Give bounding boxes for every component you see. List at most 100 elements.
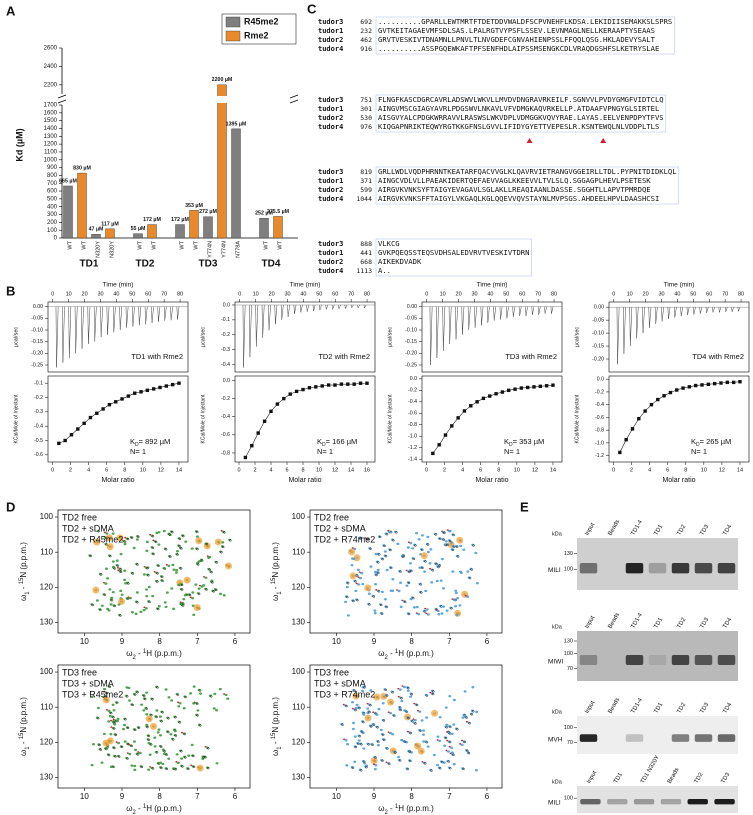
nmr-peak xyxy=(152,539,155,542)
nmr-peak xyxy=(196,702,199,705)
injection-peak xyxy=(506,306,509,319)
nmr-peak xyxy=(398,759,402,762)
nmr-peak xyxy=(419,583,423,586)
nmr-peak xyxy=(110,726,113,728)
nmr-peak xyxy=(204,576,208,579)
nmr-peak xyxy=(176,693,180,696)
blot-band xyxy=(717,562,736,574)
y-axis-label: ω1 - 15N (p.p.m.) xyxy=(19,542,31,601)
x-axis-label: Time (min) xyxy=(103,282,134,289)
data-point xyxy=(731,380,736,385)
x-tick-label: 8 xyxy=(157,792,162,801)
nmr-peak xyxy=(147,738,151,741)
nmr-peak xyxy=(468,722,471,725)
x-tick-label: 4 xyxy=(461,467,464,473)
nmr-highlight xyxy=(420,552,428,560)
value-label: 353 µM xyxy=(185,203,203,209)
x-tick-label: 30 xyxy=(658,291,664,297)
nmr-peak xyxy=(184,756,187,759)
nmr-peak xyxy=(124,718,127,721)
nmr-peak xyxy=(399,708,402,712)
x-axis-label: ω2 - 1H (p.p.m.) xyxy=(126,804,182,815)
nmr-peak xyxy=(397,589,401,593)
nmr-peak xyxy=(183,594,187,597)
label-part: N (p.p.m.) xyxy=(19,697,28,733)
label-part: 1 xyxy=(395,804,399,810)
injection-peak xyxy=(138,306,142,326)
kd-label: KD= 892 µM xyxy=(130,437,170,448)
nmr-peak xyxy=(161,762,165,766)
injection-peak xyxy=(661,307,664,322)
nmr-peak xyxy=(358,707,361,710)
x-tick-label: WT xyxy=(193,240,199,249)
x-tick-label: 80 xyxy=(364,291,370,297)
nmr-peak xyxy=(95,599,99,602)
alignment-block-frame xyxy=(375,238,532,277)
nmr-peak xyxy=(164,605,168,609)
x-tick-label: 2 xyxy=(69,467,72,473)
injection-peak xyxy=(654,307,658,325)
sequence-start: 1044 xyxy=(356,195,372,203)
kd-part: = 265 µM xyxy=(700,437,732,446)
nmr-peak xyxy=(454,589,458,592)
nmr-peak xyxy=(126,726,130,730)
x-tick-label: 9 xyxy=(120,792,125,801)
nmr-peak xyxy=(167,564,171,567)
x-tick-label: 16 xyxy=(364,467,370,473)
nmr-peak xyxy=(151,546,155,549)
nmr-peak xyxy=(426,550,430,554)
data-point xyxy=(656,397,660,402)
blot-band xyxy=(648,655,667,665)
nmr-peak xyxy=(111,560,115,563)
nmr-peak xyxy=(467,752,471,755)
nmr-peak xyxy=(362,713,366,716)
y-tick-label: 130 xyxy=(292,773,306,782)
nmr-peak xyxy=(359,769,363,772)
y-tick-label: 200 xyxy=(47,220,58,226)
nmr-peak xyxy=(157,531,161,534)
nmr-peak xyxy=(205,588,208,591)
data-point xyxy=(114,400,118,404)
data-point xyxy=(95,411,99,415)
nmr-highlight xyxy=(196,764,204,772)
sequence-name: tudor1 xyxy=(318,105,343,113)
nmr-peak xyxy=(115,559,119,562)
nmr-peak xyxy=(156,608,160,611)
injection-peak xyxy=(119,306,123,331)
sequence: AISGVYALCPDGKWRRAVVLRASWSLWKVDPLVDMGGKVQ… xyxy=(378,113,664,122)
injection-peak xyxy=(455,306,458,340)
nmr-peak xyxy=(407,581,411,585)
nmr-peak xyxy=(346,582,350,585)
nmr-highlight xyxy=(93,538,101,546)
nmr-peak xyxy=(352,599,355,603)
y-tick-label: -0.4 xyxy=(221,362,230,368)
nmr-peak xyxy=(113,604,117,608)
legend-label: TD2 + R45me2 xyxy=(62,534,123,544)
y-tick-label: -0.4 xyxy=(595,402,604,408)
nmr-peak xyxy=(345,764,349,767)
nmr-peak xyxy=(189,596,192,598)
legend-label: Rme2 xyxy=(244,30,269,40)
sequence-start: 441 xyxy=(360,249,372,257)
y-tick-label: 0.0 xyxy=(223,302,230,308)
x-axis-label: Time (min) xyxy=(290,282,321,289)
nmr-highlight xyxy=(118,598,126,606)
injection-peak xyxy=(242,304,246,368)
nmr-peak xyxy=(445,609,449,612)
nmr-highlight xyxy=(370,757,378,765)
plot-frame xyxy=(421,375,563,463)
nmr-peak xyxy=(475,581,479,585)
y-tick-label: 0.00 xyxy=(33,304,43,310)
nmr-peak xyxy=(128,699,132,702)
y-tick-label: -0.05 xyxy=(592,318,604,324)
nmr-peak xyxy=(122,727,126,731)
injection-peak xyxy=(724,307,728,312)
blot-band xyxy=(717,655,736,665)
nmr-peak xyxy=(344,600,348,604)
lane-label: TD4 xyxy=(722,616,733,629)
nmr-peak xyxy=(133,728,137,732)
nmr-peak xyxy=(374,552,378,556)
nmr-peak xyxy=(405,569,408,572)
y-axis-label: ω1 - 15N (p.p.m.) xyxy=(271,542,283,601)
nmr-peak xyxy=(114,755,117,758)
